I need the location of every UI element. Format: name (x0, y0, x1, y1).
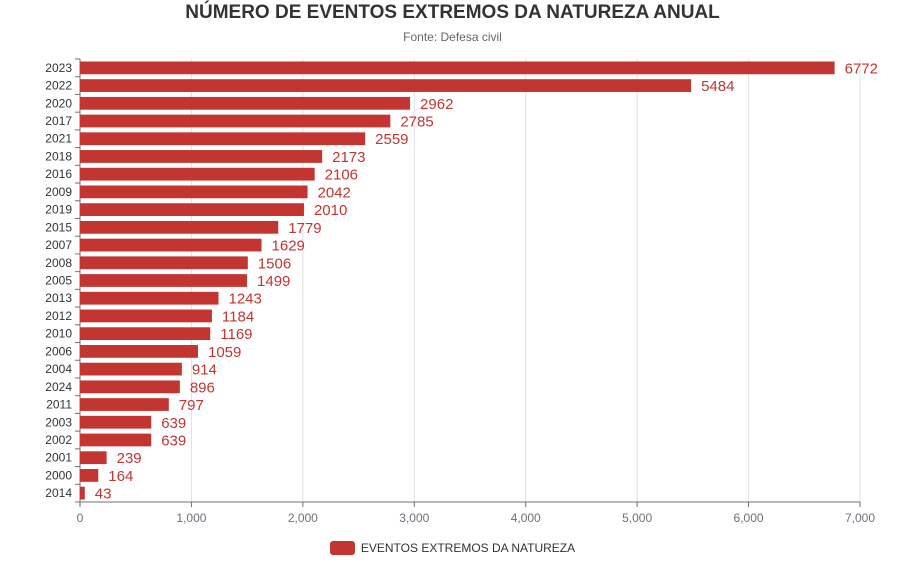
legend-label: EVENTOS EXTREMOS DA NATUREZA (360, 541, 576, 555)
x-tick-label: 4,000 (511, 511, 541, 525)
x-tick-label: 0 (77, 511, 84, 525)
data-label: 2010 (314, 202, 347, 219)
bar (80, 291, 219, 305)
y-tick-label: 2004 (45, 362, 72, 376)
bar (80, 380, 180, 394)
data-label: 914 (192, 362, 217, 379)
y-tick-label: 2014 (45, 486, 72, 500)
y-tick-label: 2005 (45, 274, 72, 288)
data-label: 1184 (222, 308, 254, 325)
y-tick-label: 2016 (45, 167, 72, 181)
data-label: 1506 (258, 255, 291, 272)
bar (80, 150, 323, 163)
bar (80, 327, 211, 341)
bar (80, 469, 99, 482)
bar (80, 362, 182, 376)
data-label: 1169 (220, 326, 252, 343)
data-label: 797 (179, 397, 204, 414)
data-label: 1243 (229, 291, 262, 308)
y-tick-label: 2021 (45, 132, 72, 146)
data-label: 164 (108, 468, 133, 485)
bar (80, 309, 212, 323)
bar (80, 486, 85, 500)
data-label: 896 (190, 379, 215, 396)
data-label: 5484 (701, 78, 734, 95)
bar (80, 256, 248, 270)
y-tick-label: 2019 (45, 203, 72, 217)
bar (80, 238, 262, 252)
y-tick-label: 2006 (45, 344, 72, 358)
bar (80, 345, 199, 358)
bar (80, 398, 169, 411)
bar (80, 132, 366, 146)
bar (80, 96, 411, 110)
y-tick-label: 2017 (45, 114, 72, 128)
bar (80, 167, 315, 181)
chart-subtitle: Fonte: Defesa civil (403, 30, 502, 44)
x-tick-label: 7,000 (845, 511, 875, 525)
bar (80, 451, 107, 465)
data-label: 2785 (400, 114, 433, 131)
y-tick-label: 2008 (45, 256, 72, 270)
chart-title: NÚMERO DE EVENTOS EXTREMOS DA NATUREZA A… (185, 2, 720, 23)
bar (80, 203, 304, 216)
y-tick-label: 2018 (45, 149, 72, 163)
data-label: 1779 (288, 220, 321, 237)
y-tick-label: 2022 (45, 79, 72, 93)
bar (80, 415, 152, 429)
data-label: 2962 (420, 96, 453, 113)
bar (80, 61, 835, 75)
data-label: 43 (95, 486, 112, 503)
bar (80, 274, 248, 287)
x-tick-label: 3,000 (399, 511, 429, 525)
legend-swatch (329, 541, 355, 555)
y-tick-label: 2023 (45, 61, 72, 75)
y-tick-label: 2002 (45, 433, 72, 447)
x-tick-label: 2,000 (288, 511, 318, 525)
data-label: 2559 (375, 131, 408, 148)
y-tick-label: 2009 (45, 185, 72, 199)
y-tick-label: 2010 (45, 327, 72, 341)
y-tick-label: 2011 (46, 398, 72, 412)
data-label: 1059 (208, 344, 241, 361)
y-tick-label: 2000 (45, 468, 72, 482)
data-label: 639 (161, 432, 186, 449)
y-tick-label: 2015 (45, 220, 72, 234)
x-tick-label: 1,000 (176, 511, 206, 525)
y-tick-label: 2020 (45, 96, 72, 110)
bar (80, 114, 391, 128)
data-label: 1499 (257, 273, 290, 290)
x-tick-label: 5,000 (622, 511, 652, 525)
data-label: 6772 (845, 60, 878, 77)
bar (80, 79, 692, 92)
y-tick-label: 2013 (45, 291, 72, 305)
data-label: 2106 (325, 167, 358, 184)
y-tick-label: 2003 (45, 415, 72, 429)
bar (80, 433, 152, 447)
data-label: 2042 (318, 184, 351, 201)
data-label: 239 (117, 450, 142, 467)
data-label: 2173 (332, 149, 365, 166)
data-label: 1629 (272, 238, 305, 255)
y-tick-label: 2001 (45, 451, 72, 465)
bar (80, 185, 308, 199)
bar (80, 220, 279, 234)
y-tick-label: 2012 (45, 309, 72, 323)
legend[interactable]: EVENTOS EXTREMOS DA NATUREZA (0, 541, 905, 555)
y-tick-label: 2024 (45, 380, 72, 394)
x-tick-label: 6,000 (734, 511, 764, 525)
y-tick-label: 2007 (45, 238, 72, 252)
data-label: 639 (161, 415, 186, 432)
